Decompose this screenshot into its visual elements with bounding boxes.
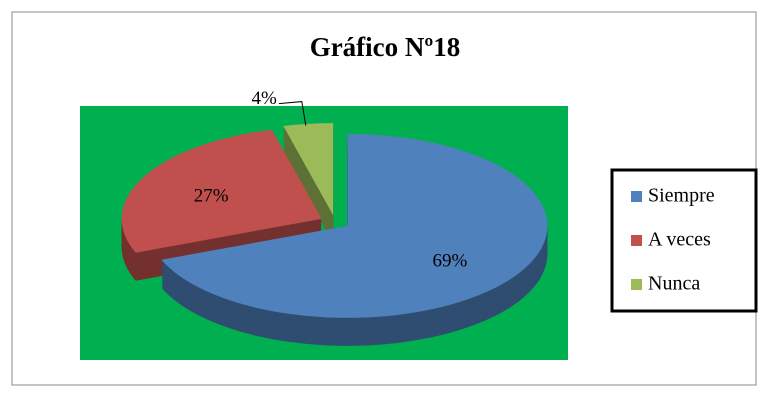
legend-swatch: [631, 191, 642, 202]
chart-title: Gráfico Nº18: [310, 32, 461, 62]
pie-slice: [283, 123, 334, 216]
legend-label: A veces: [648, 229, 711, 251]
legend-label: Nunca: [648, 273, 700, 295]
data-label: 69%: [433, 250, 468, 271]
leader-line: [278, 101, 307, 126]
legend-swatch: [631, 235, 642, 246]
pie-slice: [161, 133, 548, 318]
data-label: 27%: [194, 185, 229, 206]
legend-swatch: [631, 279, 642, 290]
pie-slice: [121, 129, 322, 253]
data-label: 4%: [251, 88, 277, 109]
legend-label: Siempre: [648, 185, 715, 207]
